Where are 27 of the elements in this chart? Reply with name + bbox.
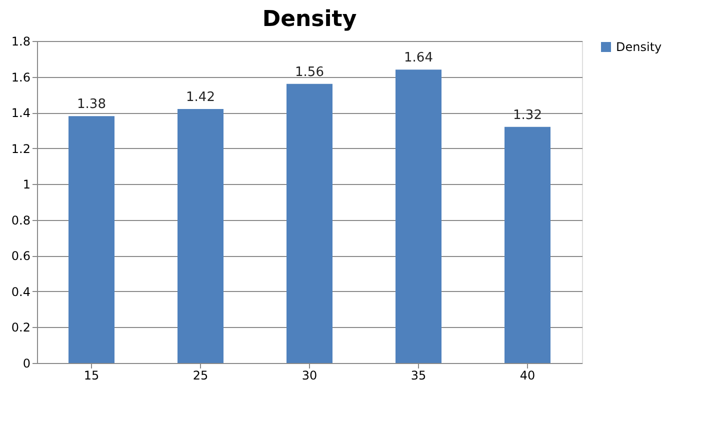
chart-title: Density — [262, 7, 357, 32]
legend-label: Density — [616, 40, 662, 54]
y-tick-label: 0 — [22, 356, 30, 370]
y-tick-label: 1.8 — [11, 34, 30, 48]
bar — [504, 126, 550, 363]
x-tick-label: 25 — [192, 368, 208, 382]
data-label: 1.32 — [513, 108, 542, 123]
data-label: 1.56 — [295, 64, 324, 80]
y-tick-label: 1.6 — [11, 70, 30, 84]
x-tick-label: 35 — [410, 368, 426, 382]
bar — [178, 108, 224, 363]
y-tick-label: 0.6 — [11, 249, 30, 264]
x-tick-label: 30 — [302, 368, 318, 382]
y-tick-label: 1.4 — [11, 106, 30, 120]
bar — [396, 70, 442, 363]
data-label: 1.64 — [404, 50, 433, 66]
y-tick-label: 1.2 — [11, 142, 30, 156]
bar — [286, 84, 332, 363]
y-tick-label: 0.2 — [11, 320, 30, 335]
data-label: 1.38 — [77, 97, 106, 112]
x-tick-label: 40 — [520, 368, 536, 382]
bar — [68, 116, 114, 363]
y-tick-label: 1 — [22, 178, 30, 192]
y-tick-label: 0.8 — [11, 213, 30, 228]
x-tick-label: 15 — [84, 368, 100, 382]
y-tick-label: 0.4 — [11, 284, 30, 299]
data-label: 1.42 — [186, 90, 215, 105]
